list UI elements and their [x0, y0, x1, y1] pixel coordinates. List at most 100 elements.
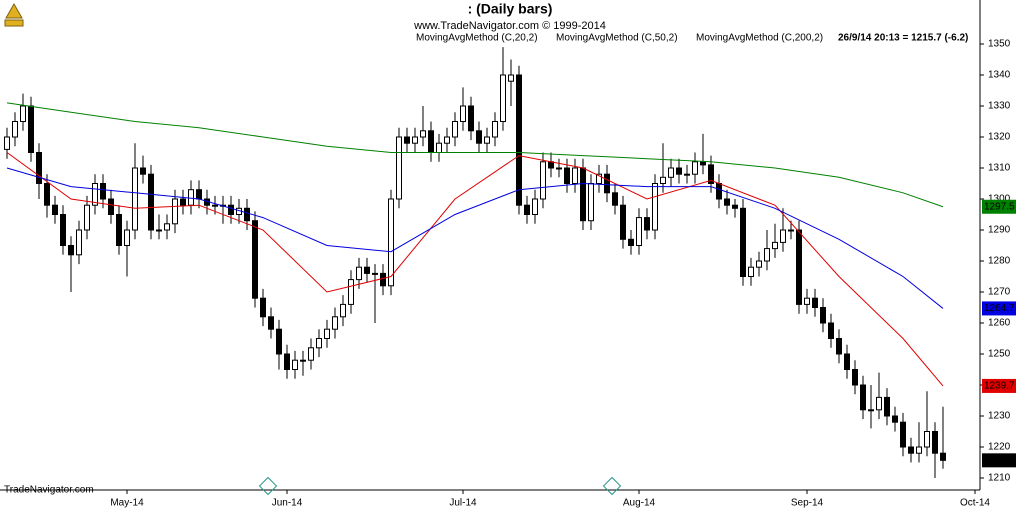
candle-body	[188, 189, 194, 206]
logo	[4, 2, 24, 27]
y-tick-label: 1310	[988, 163, 1011, 174]
y-tick-label: 1260	[988, 318, 1011, 329]
candle-body	[644, 217, 650, 231]
y-tick-label: 1320	[988, 132, 1011, 143]
candle-body	[196, 189, 202, 200]
candle-body	[556, 167, 562, 170]
candle-body	[244, 207, 250, 222]
candle-body	[60, 214, 66, 246]
candle-body	[476, 130, 482, 144]
candle-body	[492, 121, 498, 138]
y-tick-label: 1330	[988, 101, 1011, 112]
candle-body	[284, 353, 290, 370]
candle-body	[844, 353, 850, 370]
y-tick-label: 1300	[988, 194, 1011, 205]
candle-body	[804, 297, 810, 305]
candle-body	[908, 446, 914, 454]
candle-body	[724, 198, 730, 206]
candle-body	[868, 409, 874, 412]
candle-body	[308, 347, 314, 361]
candle-body	[12, 121, 18, 138]
candle-body	[300, 359, 306, 362]
candle-body	[508, 74, 514, 82]
candle-body	[100, 183, 106, 200]
x-tick-label: Jul-14	[449, 498, 477, 509]
candle-body	[532, 198, 538, 215]
candle-body	[564, 167, 570, 184]
price-label-box	[982, 453, 1016, 468]
candle-body	[860, 384, 866, 411]
candle-body	[252, 220, 258, 299]
candle-body	[796, 229, 802, 305]
candle-body	[892, 415, 898, 423]
candle-body	[212, 204, 218, 207]
candle-body	[436, 142, 442, 153]
x-tick-label: May-14	[110, 498, 144, 509]
price-label: 1239.7	[984, 381, 1015, 392]
candle-body	[412, 136, 418, 144]
candle-body	[788, 229, 794, 232]
marker-icon	[602, 476, 622, 496]
candle-body	[652, 183, 658, 231]
candle-body	[580, 167, 586, 222]
candle-body	[588, 183, 594, 222]
candle-body	[260, 297, 266, 318]
candle-body	[52, 204, 58, 215]
candle-body	[620, 204, 626, 240]
price-label: 1264.7	[984, 303, 1015, 314]
candle-body	[372, 272, 378, 275]
candle-body	[668, 167, 674, 178]
candle-body	[900, 421, 906, 448]
candle-body	[76, 229, 82, 256]
candle-body	[124, 229, 130, 246]
candle-body	[428, 130, 434, 154]
candle-body	[364, 266, 370, 274]
candle-body	[36, 152, 42, 184]
candle-body	[172, 198, 178, 225]
candle-body	[916, 446, 922, 454]
candle-body	[836, 338, 842, 355]
legend-entry: MovingAvgMethod (C,20,2)	[416, 33, 538, 44]
x-tick-label: Jun-14	[272, 498, 303, 509]
candle-body	[140, 167, 146, 175]
info-text: 26/9/14 20:13 = 1215.7 (-6.2)	[838, 33, 968, 44]
candle-body	[596, 173, 602, 184]
candle-body	[684, 173, 690, 176]
candle-body	[484, 136, 490, 144]
candle-body	[316, 338, 322, 349]
candle-body	[380, 272, 386, 287]
candle-body	[116, 214, 122, 246]
x-tick-label: Sep-14	[791, 498, 824, 509]
candle-body	[732, 204, 738, 209]
price-label: 1215.7	[984, 455, 1015, 466]
candle-body	[548, 161, 554, 169]
candle-body	[28, 105, 34, 153]
candle-body	[420, 130, 426, 138]
candle-body	[324, 328, 330, 340]
candle-body	[820, 307, 826, 324]
candle-body	[468, 105, 474, 132]
price-label-box	[982, 301, 1016, 316]
candle-body	[44, 183, 50, 206]
legend-entry: MovingAvgMethod (C,50,2)	[556, 33, 678, 44]
candle-body	[164, 223, 170, 231]
x-tick-label: Oct-14	[960, 498, 990, 509]
y-tick-label: 1220	[988, 442, 1011, 453]
y-tick-label: 1290	[988, 225, 1011, 236]
price-label: 1297.5	[984, 201, 1015, 212]
candle-body	[276, 328, 282, 355]
candle-body	[780, 229, 786, 243]
y-tick-label: 1230	[988, 411, 1011, 422]
candle-body	[692, 161, 698, 175]
y-tick-label: 1350	[988, 39, 1011, 50]
candle-body	[340, 303, 346, 318]
candle-body	[396, 136, 402, 200]
candle-body	[68, 245, 74, 256]
candle-body	[604, 173, 610, 194]
candle-body	[516, 74, 522, 206]
candle-body	[84, 204, 90, 231]
candle-body	[628, 238, 634, 247]
candle-body	[148, 173, 154, 231]
candle-body	[924, 431, 930, 448]
y-tick-label: 1270	[988, 287, 1011, 298]
